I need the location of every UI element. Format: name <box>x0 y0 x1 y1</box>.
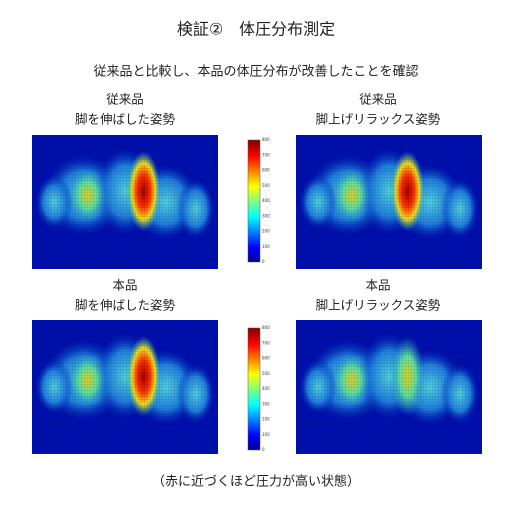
colorbar-tick: 200 <box>262 417 270 422</box>
panel-label: 脚上げリラックス姿勢 <box>316 112 441 127</box>
panel-label: 従来品 <box>106 92 144 107</box>
colorbar-tick: 700 <box>262 152 270 157</box>
colorbar-tick: 800 <box>262 137 270 142</box>
panel-label: 脚を伸ばした姿勢 <box>75 298 176 313</box>
colorbar-tick: 0 <box>262 259 265 264</box>
subtitle: 従来品と比較し、本品の体圧分布が改善したことを確認 <box>93 64 418 80</box>
colorbar <box>247 139 261 263</box>
colorbar-tick: 500 <box>262 183 270 188</box>
panel-label: 脚を伸ばした姿勢 <box>75 112 176 127</box>
colorbar-tick: 800 <box>262 325 270 330</box>
title: 検証② 体圧分布測定 <box>177 20 335 39</box>
caption: （赤に近づくほど圧力が高い状態） <box>152 474 360 490</box>
colorbar-tick: 200 <box>262 229 270 234</box>
mesh <box>32 320 218 454</box>
colorbar-tick: 100 <box>262 432 270 437</box>
panel-label: 本品 <box>365 278 390 293</box>
colorbar-tick: 300 <box>262 401 270 406</box>
colorbar-tick: 600 <box>262 356 270 361</box>
colorbar <box>247 327 261 451</box>
colorbar-tick: 600 <box>262 168 270 173</box>
colorbar-tick: 700 <box>262 340 270 345</box>
panel-label: 脚上げリラックス姿勢 <box>316 298 441 313</box>
colorbar-tick: 400 <box>262 198 270 203</box>
mesh <box>32 135 218 269</box>
panel-label: 従来品 <box>359 92 397 107</box>
colorbar-tick: 100 <box>262 244 270 249</box>
colorbar-tick: 500 <box>262 371 270 376</box>
colorbar-tick: 0 <box>262 447 265 452</box>
colorbar-tick: 400 <box>262 386 270 391</box>
colorbar-tick: 300 <box>262 213 270 218</box>
mesh <box>296 135 482 269</box>
mesh <box>296 320 482 454</box>
panel-label: 本品 <box>112 278 137 293</box>
